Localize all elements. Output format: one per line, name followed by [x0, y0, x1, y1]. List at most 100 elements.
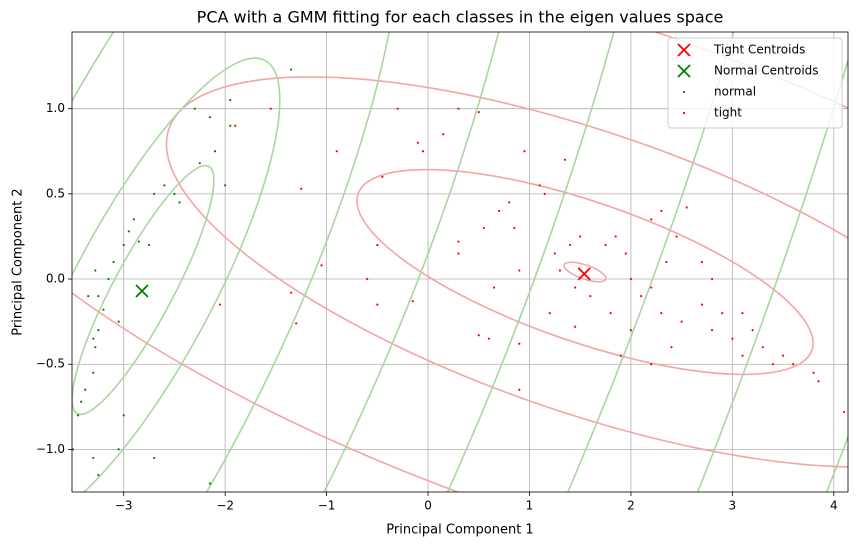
point [94, 269, 97, 272]
contour [563, 261, 607, 283]
x-axis-label: Principal Component 1 [386, 523, 533, 538]
point [76, 414, 80, 417]
marks [72, 68, 846, 501]
point [72, 448, 75, 451]
point [102, 499, 104, 501]
point [376, 243, 379, 247]
point [153, 192, 156, 195]
point [198, 162, 201, 165]
point [487, 337, 491, 340]
point [218, 303, 222, 306]
point [457, 107, 460, 110]
point [518, 342, 521, 345]
point [513, 226, 516, 230]
point [508, 201, 511, 204]
point [538, 184, 541, 187]
contour [72, 164, 215, 416]
point [680, 320, 683, 323]
point [163, 184, 166, 187]
point [107, 277, 110, 281]
point [650, 363, 653, 366]
point [92, 456, 95, 460]
point [482, 226, 485, 230]
x-tick-label: 1 [526, 499, 534, 513]
point [229, 124, 232, 127]
point [208, 482, 212, 485]
point [700, 303, 704, 306]
legend-label: tight [714, 106, 742, 120]
point [792, 363, 795, 366]
point [421, 150, 425, 153]
legend-label: Normal Centroids [714, 64, 819, 78]
point [518, 388, 521, 391]
point [117, 320, 120, 323]
point [442, 133, 445, 136]
point [97, 473, 100, 477]
point [543, 192, 546, 195]
point [97, 329, 100, 332]
point [290, 291, 293, 294]
point [548, 312, 551, 315]
point [685, 206, 688, 209]
centroid-marker [577, 267, 591, 281]
point [396, 107, 399, 110]
point [132, 218, 135, 221]
point [208, 116, 212, 119]
point [229, 99, 232, 102]
point [675, 235, 678, 238]
centroid-marker [677, 43, 691, 57]
point [117, 448, 120, 451]
point [87, 294, 90, 298]
legend-label: Tight Centroids [713, 43, 805, 57]
point [147, 243, 151, 247]
point [335, 150, 338, 153]
marker-stroke [135, 284, 149, 298]
point [381, 175, 384, 178]
point [629, 329, 633, 332]
contour [165, 76, 848, 468]
contour [72, 32, 542, 492]
point [710, 277, 714, 281]
point [721, 312, 724, 315]
point [178, 201, 181, 204]
point [579, 235, 582, 238]
chart-title: PCA with a GMM fitting for each classes … [197, 8, 724, 27]
point [523, 150, 526, 153]
point [660, 312, 663, 315]
x-tick-label: −3 [115, 499, 133, 513]
point [619, 354, 622, 357]
point [624, 252, 627, 255]
point [477, 334, 480, 337]
point [366, 277, 369, 281]
y-tick-label: 0.0 [46, 272, 65, 286]
marker-stroke [677, 64, 691, 78]
point [269, 107, 272, 110]
contour [356, 168, 814, 376]
point [614, 235, 617, 238]
point [92, 371, 95, 374]
point [700, 260, 704, 264]
point [127, 230, 130, 233]
point [122, 243, 125, 247]
point [682, 111, 686, 115]
point [173, 192, 176, 195]
point [731, 337, 734, 340]
point [290, 68, 293, 71]
centroid-marker [135, 284, 149, 298]
point [563, 158, 567, 161]
x-tick-label: 4 [830, 499, 838, 513]
point [609, 312, 612, 315]
point [568, 243, 572, 247]
x-tick-label: 3 [729, 499, 737, 513]
point [842, 410, 846, 414]
point [812, 371, 815, 374]
point [781, 354, 785, 357]
contour [72, 32, 403, 492]
point [376, 303, 379, 306]
marker-stroke [677, 43, 691, 57]
plot-frame [71, 31, 849, 493]
point [320, 264, 323, 267]
